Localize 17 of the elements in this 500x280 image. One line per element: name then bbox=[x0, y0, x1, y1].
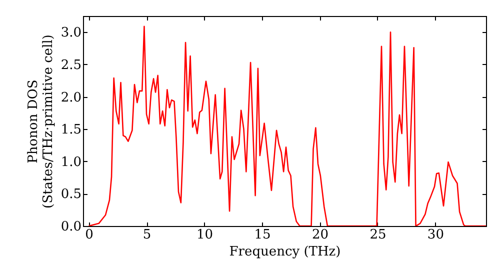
y-tick-label: 1.5 bbox=[60, 122, 82, 138]
x-tick-label: 25 bbox=[370, 228, 386, 242]
y-tick-label: 1.0 bbox=[60, 154, 82, 170]
x-tick-label: 30 bbox=[427, 228, 444, 242]
y-tick-label: 3.0 bbox=[60, 26, 82, 41]
x-tick-label: 15 bbox=[254, 228, 271, 242]
y-tick-label: 2.0 bbox=[60, 90, 82, 106]
x-tick-label: 10 bbox=[196, 228, 214, 242]
y-axis-title: Phonon DOS (States/THz·primitive cell) bbox=[26, 34, 56, 209]
y-tick-label: 0.0 bbox=[60, 220, 82, 234]
y-tick-label: 0.5 bbox=[60, 187, 82, 202]
x-tick-label: 5 bbox=[142, 228, 152, 242]
y-tick-label: 2.5 bbox=[60, 58, 82, 73]
x-tick-label: 20 bbox=[312, 228, 328, 242]
line-series bbox=[88, 26, 486, 226]
x-tick-label: 0 bbox=[85, 228, 94, 242]
x-axis-title: Frequency (THz) bbox=[229, 244, 341, 260]
